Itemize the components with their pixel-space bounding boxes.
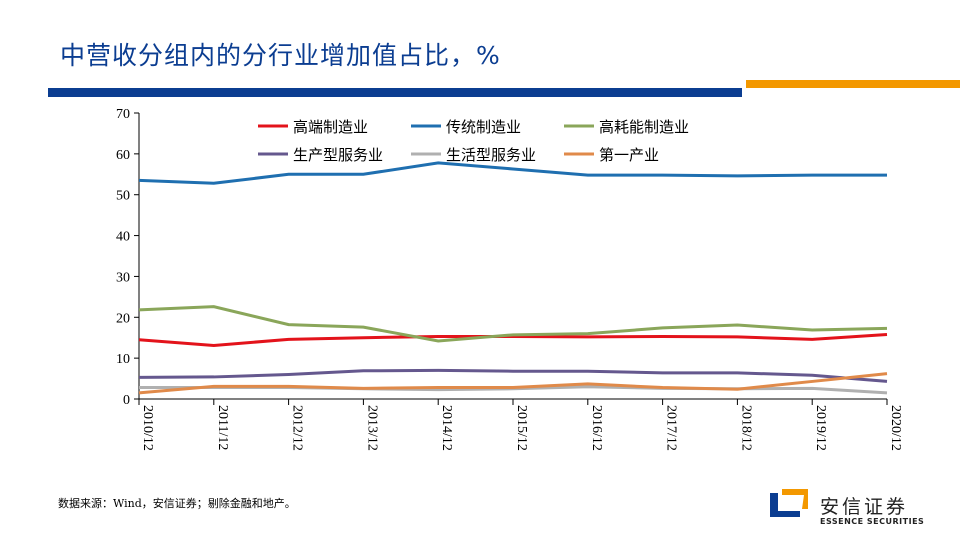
legend-label: 高耗能制造业 bbox=[599, 118, 689, 136]
x-tick-label: 2020/12 bbox=[888, 405, 903, 451]
y-tick-label: 10 bbox=[116, 352, 130, 367]
y-tick-label: 70 bbox=[116, 107, 130, 122]
source-note: 数据来源：Wind，安信证券；剔除金融和地产。 bbox=[58, 497, 296, 510]
logo-text-en: ESSENCE SECURITIES bbox=[820, 517, 925, 526]
x-tick-label: 2016/12 bbox=[589, 405, 604, 451]
x-tick-label: 2018/12 bbox=[738, 405, 753, 451]
legend-label: 生活型服务业 bbox=[446, 146, 536, 164]
legend-label: 第一产业 bbox=[599, 146, 659, 164]
y-tick-label: 40 bbox=[116, 230, 130, 245]
title-underline-blue bbox=[48, 88, 742, 97]
logo-icon bbox=[770, 489, 808, 517]
line-chart: 0 10 20 30 40 50 60 70 2010/12 2011/12 2012/12 2013… bbox=[116, 107, 903, 451]
title-underline-orange bbox=[746, 80, 960, 88]
x-tick-label: 2010/12 bbox=[140, 405, 155, 451]
series-line-1 bbox=[138, 332, 888, 347]
series-line-4 bbox=[138, 368, 888, 383]
y-tick-label: 60 bbox=[116, 148, 130, 163]
legend-label: 传统制造业 bbox=[446, 118, 521, 136]
x-tick-label: 2019/12 bbox=[813, 405, 828, 451]
x-tick-label: 2015/12 bbox=[514, 405, 529, 451]
series-line-6 bbox=[138, 372, 888, 395]
x-tick-label: 2017/12 bbox=[664, 405, 679, 451]
logo-text-cn: 安信证券 bbox=[820, 496, 909, 518]
series-line-2 bbox=[138, 161, 887, 185]
series-line-3 bbox=[138, 305, 888, 343]
x-tick-label: 2012/12 bbox=[290, 405, 305, 451]
x-tick-label: 2014/12 bbox=[439, 405, 454, 451]
y-tick-label: 50 bbox=[116, 189, 130, 204]
legend-label: 生产型服务业 bbox=[293, 146, 383, 164]
x-tick-label: 2013/12 bbox=[364, 405, 379, 451]
y-tick-label: 30 bbox=[116, 270, 130, 285]
legend-label: 高端制造业 bbox=[293, 118, 368, 136]
y-tick-label: 0 bbox=[123, 393, 130, 408]
y-tick-label: 20 bbox=[116, 311, 130, 326]
page-title: 中营收分组内的分行业增加值占比，% bbox=[60, 41, 501, 70]
x-tick-label: 2011/12 bbox=[215, 405, 230, 450]
